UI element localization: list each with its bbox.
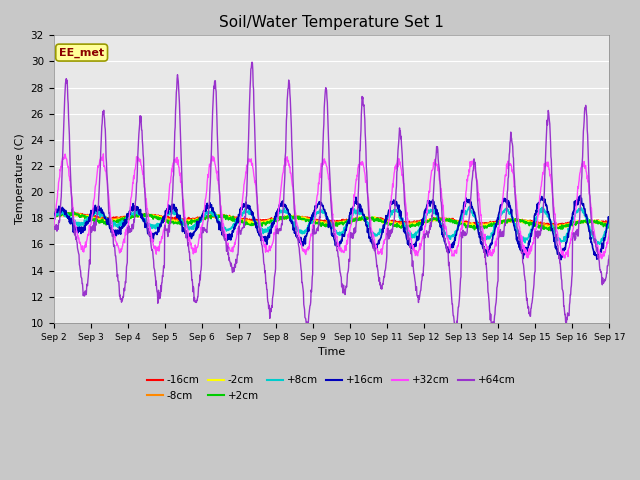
Title: Soil/Water Temperature Set 1: Soil/Water Temperature Set 1	[219, 15, 444, 30]
Legend: -16cm, -8cm, -2cm, +2cm, +8cm, +16cm, +32cm, +64cm: -16cm, -8cm, -2cm, +2cm, +8cm, +16cm, +3…	[143, 371, 520, 405]
Text: EE_met: EE_met	[59, 48, 104, 58]
Y-axis label: Temperature (C): Temperature (C)	[15, 134, 25, 225]
X-axis label: Time: Time	[318, 347, 345, 357]
